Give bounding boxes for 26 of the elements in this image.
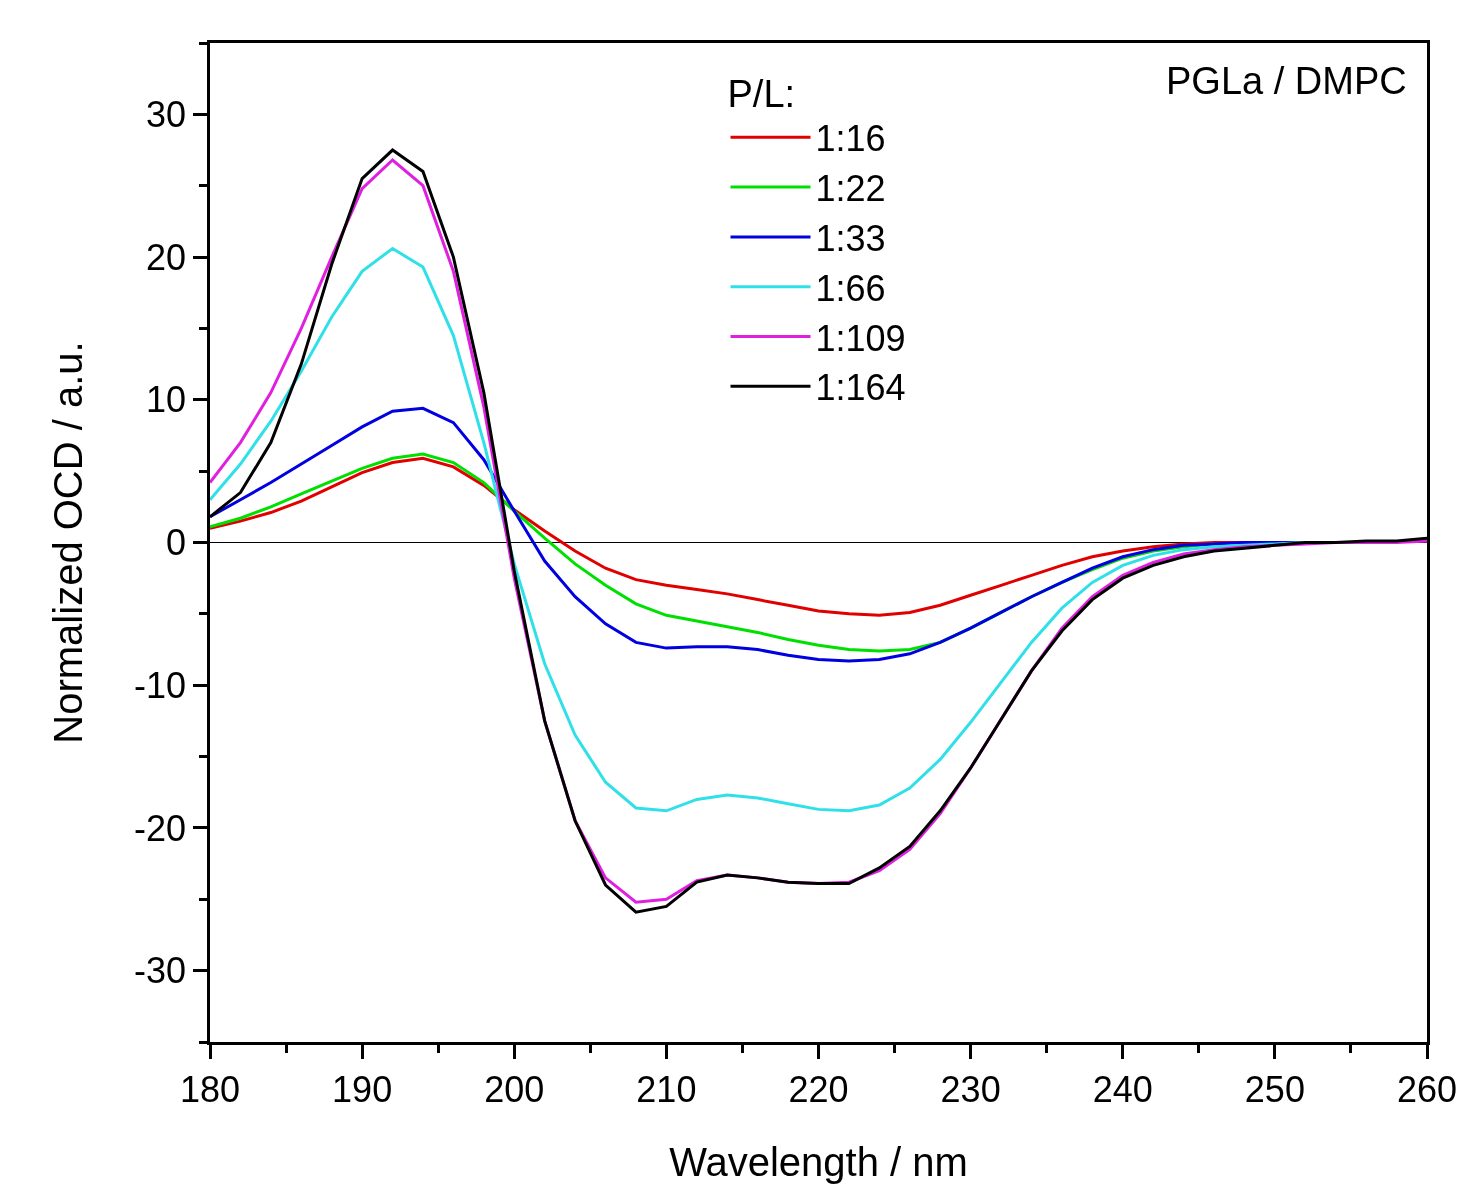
x-tick-label: 230	[940, 1068, 1001, 1110]
x-tick-label: 200	[484, 1068, 545, 1110]
legend-label: 1:164	[815, 367, 906, 409]
legend-label: 1:16	[815, 118, 886, 160]
annotation: PGLa / DMPC	[1166, 60, 1407, 102]
legend-label: 1:109	[815, 317, 906, 359]
x-tick-label: 180	[179, 1068, 241, 1110]
x-axis-title: Wavelength / nm	[669, 1140, 968, 1185]
legend-label: 1:22	[815, 168, 886, 210]
y-tick-label: -10	[134, 664, 187, 706]
y-tick-label: -20	[134, 807, 187, 849]
x-tick-label: 250	[1244, 1068, 1305, 1110]
y-tick-label: 10	[146, 379, 187, 421]
legend-label: 1:33	[815, 217, 886, 259]
y-tick-label: -30	[134, 950, 187, 992]
x-tick-label: 210	[636, 1068, 697, 1110]
x-tick-label: 220	[788, 1068, 849, 1110]
y-tick-label: 30	[146, 93, 187, 135]
y-tick-label: 20	[146, 236, 187, 278]
x-tick-label: 190	[332, 1068, 393, 1110]
y-tick-label: 0	[166, 522, 187, 564]
legend-title: P/L:	[727, 73, 796, 116]
y-axis-title: Normalized OCD / a.u.	[45, 341, 90, 744]
legend-label: 1:66	[815, 267, 886, 309]
x-tick-label: 240	[1092, 1068, 1153, 1110]
x-tick-label: 260	[1396, 1068, 1458, 1110]
